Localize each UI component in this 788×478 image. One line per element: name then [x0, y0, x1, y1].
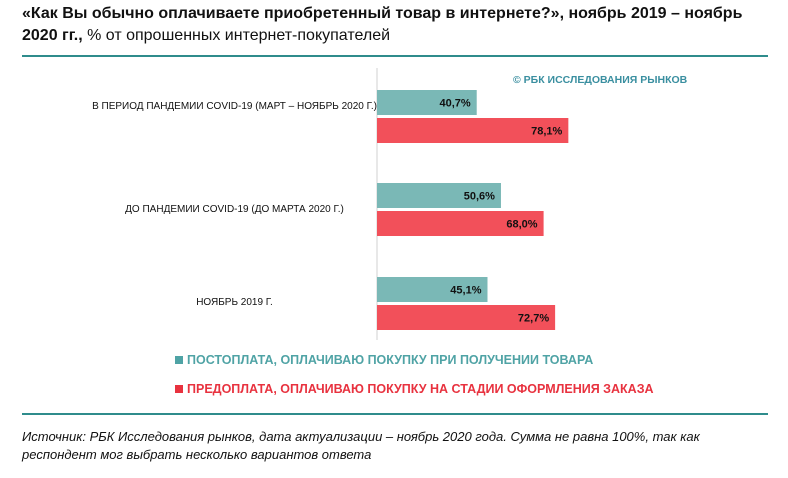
data-label-postpayment-0: 40,7%: [440, 98, 471, 110]
chart-title-normal: % от опрошенных интернет-покупателей: [82, 27, 391, 44]
data-label-postpayment-2: 45,1%: [450, 285, 481, 297]
legend-label-postpayment: ПОСТОПЛАТА, ОПЛАЧИВАЮ ПОКУПКУ ПРИ ПОЛУЧЕ…: [187, 353, 594, 367]
bar-postpayment-1: [377, 183, 501, 208]
legend-item-prepayment: ПРЕДОПЛАТА, ОПЛАЧИВАЮ ПОКУПКУ НА СТАДИИ …: [175, 382, 654, 396]
bar-postpayment-2: [377, 277, 488, 302]
bar-prepayment-2: [377, 305, 556, 330]
chart-title: «Как Вы обычно оплачиваете приобретенный…: [22, 3, 772, 47]
data-label-prepayment-2: 72,7%: [518, 313, 549, 325]
data-label-postpayment-1: 50,6%: [464, 191, 495, 203]
data-label-prepayment-0: 78,1%: [531, 126, 562, 138]
data-label-prepayment-1: 68,0%: [506, 219, 537, 231]
category-label-nov-2019: НОЯБРЬ 2019 Г.: [196, 297, 273, 308]
bar-postpayment-0: [377, 90, 477, 115]
bottom-divider: [22, 413, 768, 415]
legend-label-prepayment: ПРЕДОПЛАТА, ОПЛАЧИВАЮ ПОКУПКУ НА СТАДИИ …: [187, 382, 654, 396]
category-label-pandemic: В ПЕРИОД ПАНДЕМИИ COVID-19 (МАРТ – НОЯБР…: [92, 101, 377, 112]
legend-item-postpayment: ПОСТОПЛАТА, ОПЛАЧИВАЮ ПОКУПКУ ПРИ ПОЛУЧЕ…: [175, 353, 593, 367]
bar-prepayment-1: [377, 211, 544, 236]
legend-swatch-prepayment: [175, 385, 183, 393]
copyright-label: © РБК ИССЛЕДОВАНИЯ РЫНКОВ: [513, 74, 688, 86]
top-divider: [22, 55, 768, 57]
legend-swatch-postpayment: [175, 356, 183, 364]
category-label-before-pandemic: ДО ПАНДЕМИИ COVID-19 (ДО МАРТА 2020 Г.): [125, 204, 344, 215]
bar-prepayment-0: [377, 118, 569, 143]
chart-title-bold: «Как Вы обычно оплачиваете приобретенный…: [22, 5, 743, 44]
source-note: Источник: РБК Исследования рынков, дата …: [22, 429, 700, 462]
